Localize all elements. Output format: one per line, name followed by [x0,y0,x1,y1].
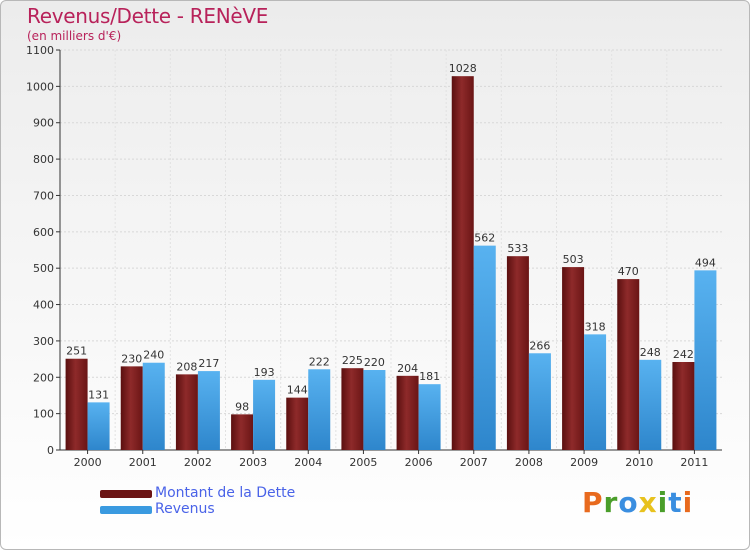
legend-swatch-revenus [100,506,152,514]
data-label-revenus: 248 [640,346,661,359]
x-tick-label: 2006 [405,456,433,469]
x-tick-label: 2000 [74,456,102,469]
bar-revenus [528,353,551,450]
bar-debt [451,76,474,450]
legend-swatch-debt [100,490,152,498]
chart-subtitle: (en milliers d'€) [27,29,122,43]
y-tick-label: 500 [33,262,54,275]
labels-layer: 251 131 230 240 208 217 98 193 144 222 225 220 20418… [66,62,716,413]
data-label-debt: 144 [287,384,308,397]
bar-debt [396,375,419,450]
logo-letter: i [657,486,669,519]
bar-revenus [142,362,165,450]
data-label-debt: 225 [342,354,363,367]
x-tick-label: 2009 [570,456,598,469]
bars-layer [65,76,717,450]
logo-letter: x [638,486,658,519]
data-label-revenus: 193 [254,366,275,379]
y-tick-label: 1100 [26,44,54,57]
bar-revenus [197,371,220,450]
y-tick-label: 800 [33,153,54,166]
data-label-revenus: 266 [529,339,550,352]
data-label-debt: 230 [121,352,142,365]
data-label-debt: 1028 [449,62,477,75]
data-label-revenus: 240 [143,349,164,362]
data-label-debt: 208 [176,360,197,373]
proxiti-logo: Proxiti [582,486,693,519]
y-tick-label: 1000 [26,80,54,93]
logo-letter: i [682,486,694,519]
bar-revenus [584,334,607,450]
bar-debt [672,362,695,450]
bar-debt [175,374,198,450]
y-tick-label: 600 [33,226,54,239]
x-tick-label: 2001 [129,456,157,469]
chart-title: Revenus/Dette - RENèVE [27,4,269,28]
logo-letter: t [668,486,683,519]
bar-debt [506,256,529,450]
data-label-debt: 470 [618,265,639,278]
legend-label-debt: Montant de la Dette [155,485,296,501]
logo-letter: o [618,486,639,519]
data-label-revenus: 131 [88,388,109,401]
y-tick-label: 0 [47,444,54,457]
x-tick-label: 2002 [184,456,212,469]
y-tick-label: 100 [33,408,54,421]
bar-revenus [473,245,496,450]
bar-debt [617,279,640,450]
logo-letter: r [603,486,619,519]
legend-label-revenus: Revenus [155,501,215,517]
data-label-revenus: 494 [695,256,716,269]
axis-layer: 0 100 200 300 400 500 600 700 800 900 1000 1100 2000… [26,44,722,469]
data-label-revenus: 222 [309,355,330,368]
data-label-debt: 533 [507,242,528,255]
x-tick-label: 2008 [515,456,543,469]
bar-revenus [418,384,441,450]
logo-letter: P [582,486,604,519]
bar-revenus [87,402,110,450]
data-label-debt: 98 [235,400,249,413]
data-label-revenus: 181 [419,370,440,383]
x-tick-label: 2003 [239,456,267,469]
bar-revenus [308,369,331,450]
data-label-debt: 251 [66,345,87,358]
data-label-revenus: 217 [198,357,219,370]
y-tick-label: 900 [33,117,54,130]
data-label-debt: 242 [673,348,694,361]
x-tick-label: 2010 [625,456,653,469]
data-label-revenus: 562 [474,232,495,245]
bar-revenus [639,359,662,450]
data-label-revenus: 220 [364,356,385,369]
y-tick-label: 700 [33,189,54,202]
bar-debt [120,366,143,450]
y-tick-label: 300 [33,335,54,348]
data-label-revenus: 318 [585,320,606,333]
data-label-debt: 204 [397,362,418,375]
bar-debt [562,267,585,450]
x-tick-label: 2007 [460,456,488,469]
x-tick-label: 2004 [294,456,322,469]
x-tick-label: 2011 [680,456,708,469]
bar-revenus [253,379,276,450]
bar-revenus [363,370,386,450]
bar-debt [286,397,309,450]
bar-debt [65,358,88,450]
bar-debt [231,414,254,450]
y-tick-label: 200 [33,371,54,384]
data-label-debt: 503 [563,253,584,266]
bar-debt [341,368,364,450]
x-tick-label: 2005 [349,456,377,469]
bar-revenus [694,270,717,450]
y-tick-label: 400 [33,299,54,312]
